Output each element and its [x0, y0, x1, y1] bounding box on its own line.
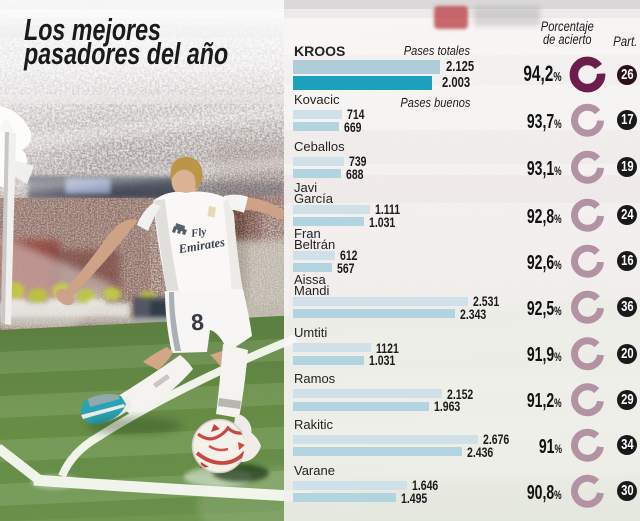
svg-text:Fly: Fly [189, 226, 207, 240]
svg-text:8: 8 [190, 309, 205, 336]
